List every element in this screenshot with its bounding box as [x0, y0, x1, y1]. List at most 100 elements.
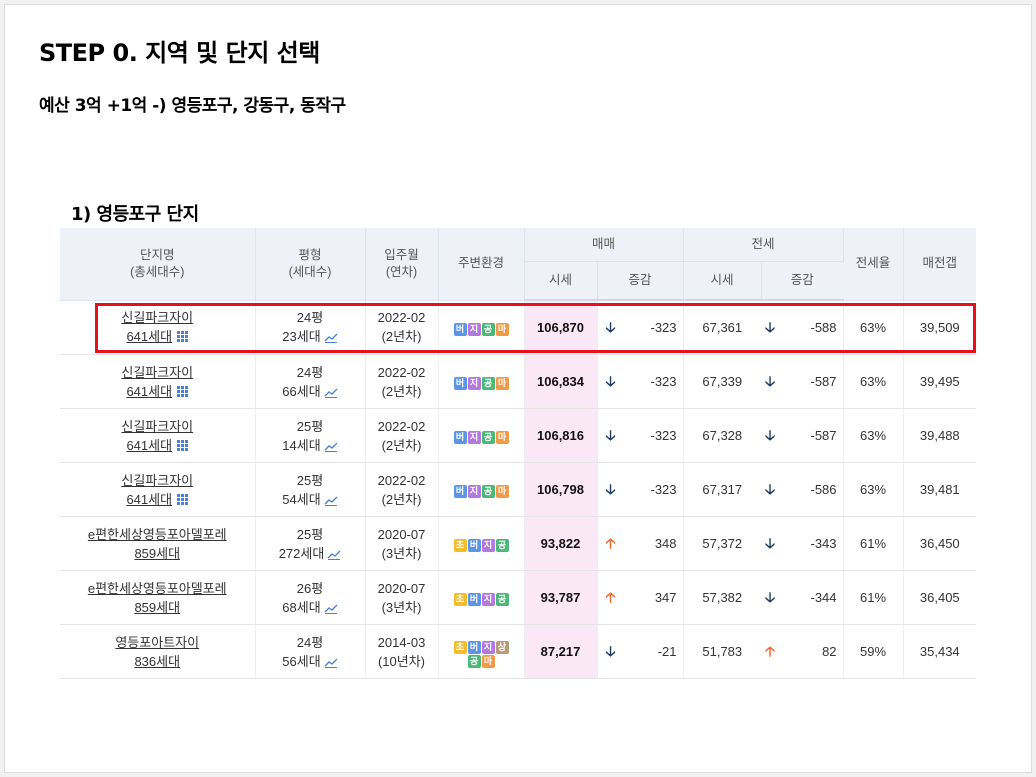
- grid-icon[interactable]: [177, 439, 189, 451]
- size-cell: 25평 14세대: [255, 408, 366, 463]
- grid-icon[interactable]: [177, 385, 189, 397]
- jeonse-price: 67,317: [683, 462, 762, 517]
- env-badge: 마: [495, 431, 509, 444]
- env-badge: 버: [453, 322, 467, 336]
- sale-jeonse-gap: 36,450: [903, 516, 977, 571]
- env-badge: 상: [495, 640, 509, 654]
- size-cell: 24평 23세대: [255, 300, 366, 355]
- complex-cell: 신길파크자이 641세대: [60, 300, 256, 355]
- grid-icon[interactable]: [177, 331, 189, 343]
- complex-name-link[interactable]: 신길파크자이: [121, 364, 194, 380]
- header-jeonse: 전세: [683, 228, 844, 262]
- complex-name-link[interactable]: e편한세상영등포아델포레: [87, 580, 227, 596]
- arrow-down-icon: 🡣: [605, 319, 616, 335]
- trend-chart-icon[interactable]: [324, 495, 338, 506]
- sale-change-cell: 🡡 348: [597, 516, 684, 571]
- complex-units[interactable]: 836세대: [134, 653, 181, 669]
- env-badge: 초: [453, 640, 467, 654]
- complex-units[interactable]: 641세대: [126, 382, 189, 401]
- jeonse-ratio: 63%: [843, 462, 904, 517]
- env-badge: 버: [467, 593, 481, 606]
- complex-cell: e편한세상영등포아델포레 859세대: [60, 570, 256, 625]
- table-row: e편한세상영등포아델포레 859세대 25평 272세대 2020-07 (3년차) 초 버 지…: [60, 516, 977, 571]
- arrow-down-icon: 🡣: [765, 427, 776, 443]
- complex-units[interactable]: 641세대: [126, 436, 189, 455]
- sale-price: 106,816: [524, 408, 598, 463]
- complex-units[interactable]: 641세대: [126, 490, 189, 509]
- jeonse-change-cell: 🡣 -343: [761, 516, 844, 571]
- complex-units[interactable]: 641세대: [126, 327, 189, 346]
- complex-name-link[interactable]: 신길파크자이: [121, 418, 194, 434]
- trend-chart-icon[interactable]: [327, 549, 341, 560]
- jeonse-price: 67,328: [683, 408, 762, 463]
- table-row: 신길파크자이 641세대 24평 23세대 2022-02 (2년차) 버 지 공 마 106,87…: [60, 300, 977, 355]
- complex-units[interactable]: 859세대: [134, 545, 181, 561]
- header-size: 평형 (세대수): [255, 228, 366, 301]
- complex-name-link[interactable]: 신길파크자이: [121, 310, 194, 326]
- move-in-cell: 2022-02 (2년차): [365, 408, 439, 463]
- env-badge: 공: [467, 654, 481, 668]
- complex-cell: 신길파크자이 641세대: [60, 354, 256, 409]
- table-row: e편한세상영등포아델포레 859세대 26평 68세대 2020-07 (3년차) 초 버 지 공…: [60, 570, 977, 625]
- table-row: 신길파크자이 641세대 25평 54세대 2022-02 (2년차) 버 지 공 마 106,79…: [60, 462, 977, 517]
- size-cell: 24평 66세대: [255, 354, 366, 409]
- env-badge: 버: [453, 431, 467, 444]
- trend-chart-icon[interactable]: [324, 387, 338, 398]
- env-badge: 마: [495, 485, 509, 498]
- complex-name-link[interactable]: e편한세상영등포아델포레: [87, 526, 227, 542]
- env-badge: 지: [481, 539, 495, 552]
- header-move-in: 입주월 (연차): [365, 228, 439, 301]
- size-cell: 26평 68세대: [255, 570, 366, 625]
- arrow-down-icon: 🡣: [605, 373, 616, 389]
- trend-chart-icon[interactable]: [324, 657, 338, 668]
- env-badge: 초: [453, 593, 467, 606]
- sale-change-cell: 🡡 347: [597, 570, 684, 625]
- env-badge: 버: [467, 539, 481, 552]
- env-badge: 지: [481, 593, 495, 606]
- env-badge: 마: [495, 322, 509, 336]
- complex-units[interactable]: 859세대: [134, 599, 181, 615]
- arrow-up-icon: 🡡: [605, 589, 616, 605]
- env-badge: 지: [467, 322, 481, 336]
- jeonse-ratio: 61%: [843, 516, 904, 571]
- size-cell: 25평 54세대: [255, 462, 366, 517]
- arrow-down-icon: 🡣: [765, 319, 776, 335]
- env-badge: 공: [481, 485, 495, 498]
- move-in-cell: 2022-02 (2년차): [365, 354, 439, 409]
- apartment-table: 단지명 (총세대수) 평형 (세대수) 입주월 (연차) 주변환경 매매 전세 …: [60, 228, 977, 679]
- env-badge: 버: [453, 485, 467, 498]
- sale-price: 106,798: [524, 462, 598, 517]
- jeonse-price: 57,372: [683, 516, 762, 571]
- complex-name-link[interactable]: 영등포아트자이: [115, 634, 200, 650]
- sale-jeonse-gap: 39,509: [903, 300, 977, 355]
- jeonse-price: 67,339: [683, 354, 762, 409]
- header-sale: 매매: [524, 228, 684, 262]
- env-badge: 버: [467, 640, 481, 654]
- arrow-down-icon: 🡣: [765, 535, 776, 551]
- env-badge: 공: [481, 431, 495, 444]
- complex-cell: 신길파크자이 641세대: [60, 462, 256, 517]
- env-badge: 공: [481, 322, 495, 336]
- complex-name-link[interactable]: 신길파크자이: [121, 472, 194, 488]
- sale-change-cell: 🡣 -323: [597, 300, 684, 355]
- jeonse-price: 67,361: [683, 300, 762, 355]
- grid-icon[interactable]: [177, 493, 189, 505]
- arrow-down-icon: 🡣: [765, 481, 776, 497]
- jeonse-change-cell: 🡣 -586: [761, 462, 844, 517]
- complex-cell: 영등포아트자이 836세대: [60, 624, 256, 679]
- jeonse-change-cell: 🡣 -588: [761, 300, 844, 355]
- trend-chart-icon[interactable]: [324, 332, 338, 344]
- jeonse-ratio: 61%: [843, 570, 904, 625]
- trend-chart-icon[interactable]: [324, 441, 338, 452]
- env-badge: 버: [453, 377, 467, 390]
- arrow-down-icon: 🡣: [605, 481, 616, 497]
- trend-chart-icon[interactable]: [324, 603, 338, 614]
- env-badge: 마: [495, 377, 509, 390]
- jeonse-price: 51,783: [683, 624, 762, 679]
